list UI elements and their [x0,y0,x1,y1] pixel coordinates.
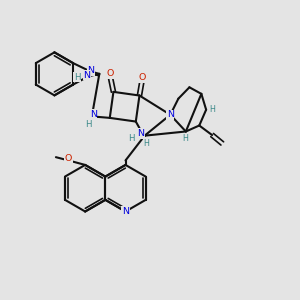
Text: N: N [122,207,129,216]
Text: H: H [128,134,135,143]
Text: O: O [139,73,146,82]
Text: O: O [65,154,72,164]
Text: N: N [167,110,174,119]
Text: H: H [143,139,149,148]
Text: H: H [74,73,80,82]
Text: N: N [88,66,94,75]
Text: N: N [83,71,90,80]
Text: N: N [137,129,144,138]
Text: H: H [209,105,215,114]
Text: H: H [182,134,188,143]
Text: N: N [90,110,97,118]
Text: O: O [106,69,113,78]
Text: H: H [85,120,92,129]
